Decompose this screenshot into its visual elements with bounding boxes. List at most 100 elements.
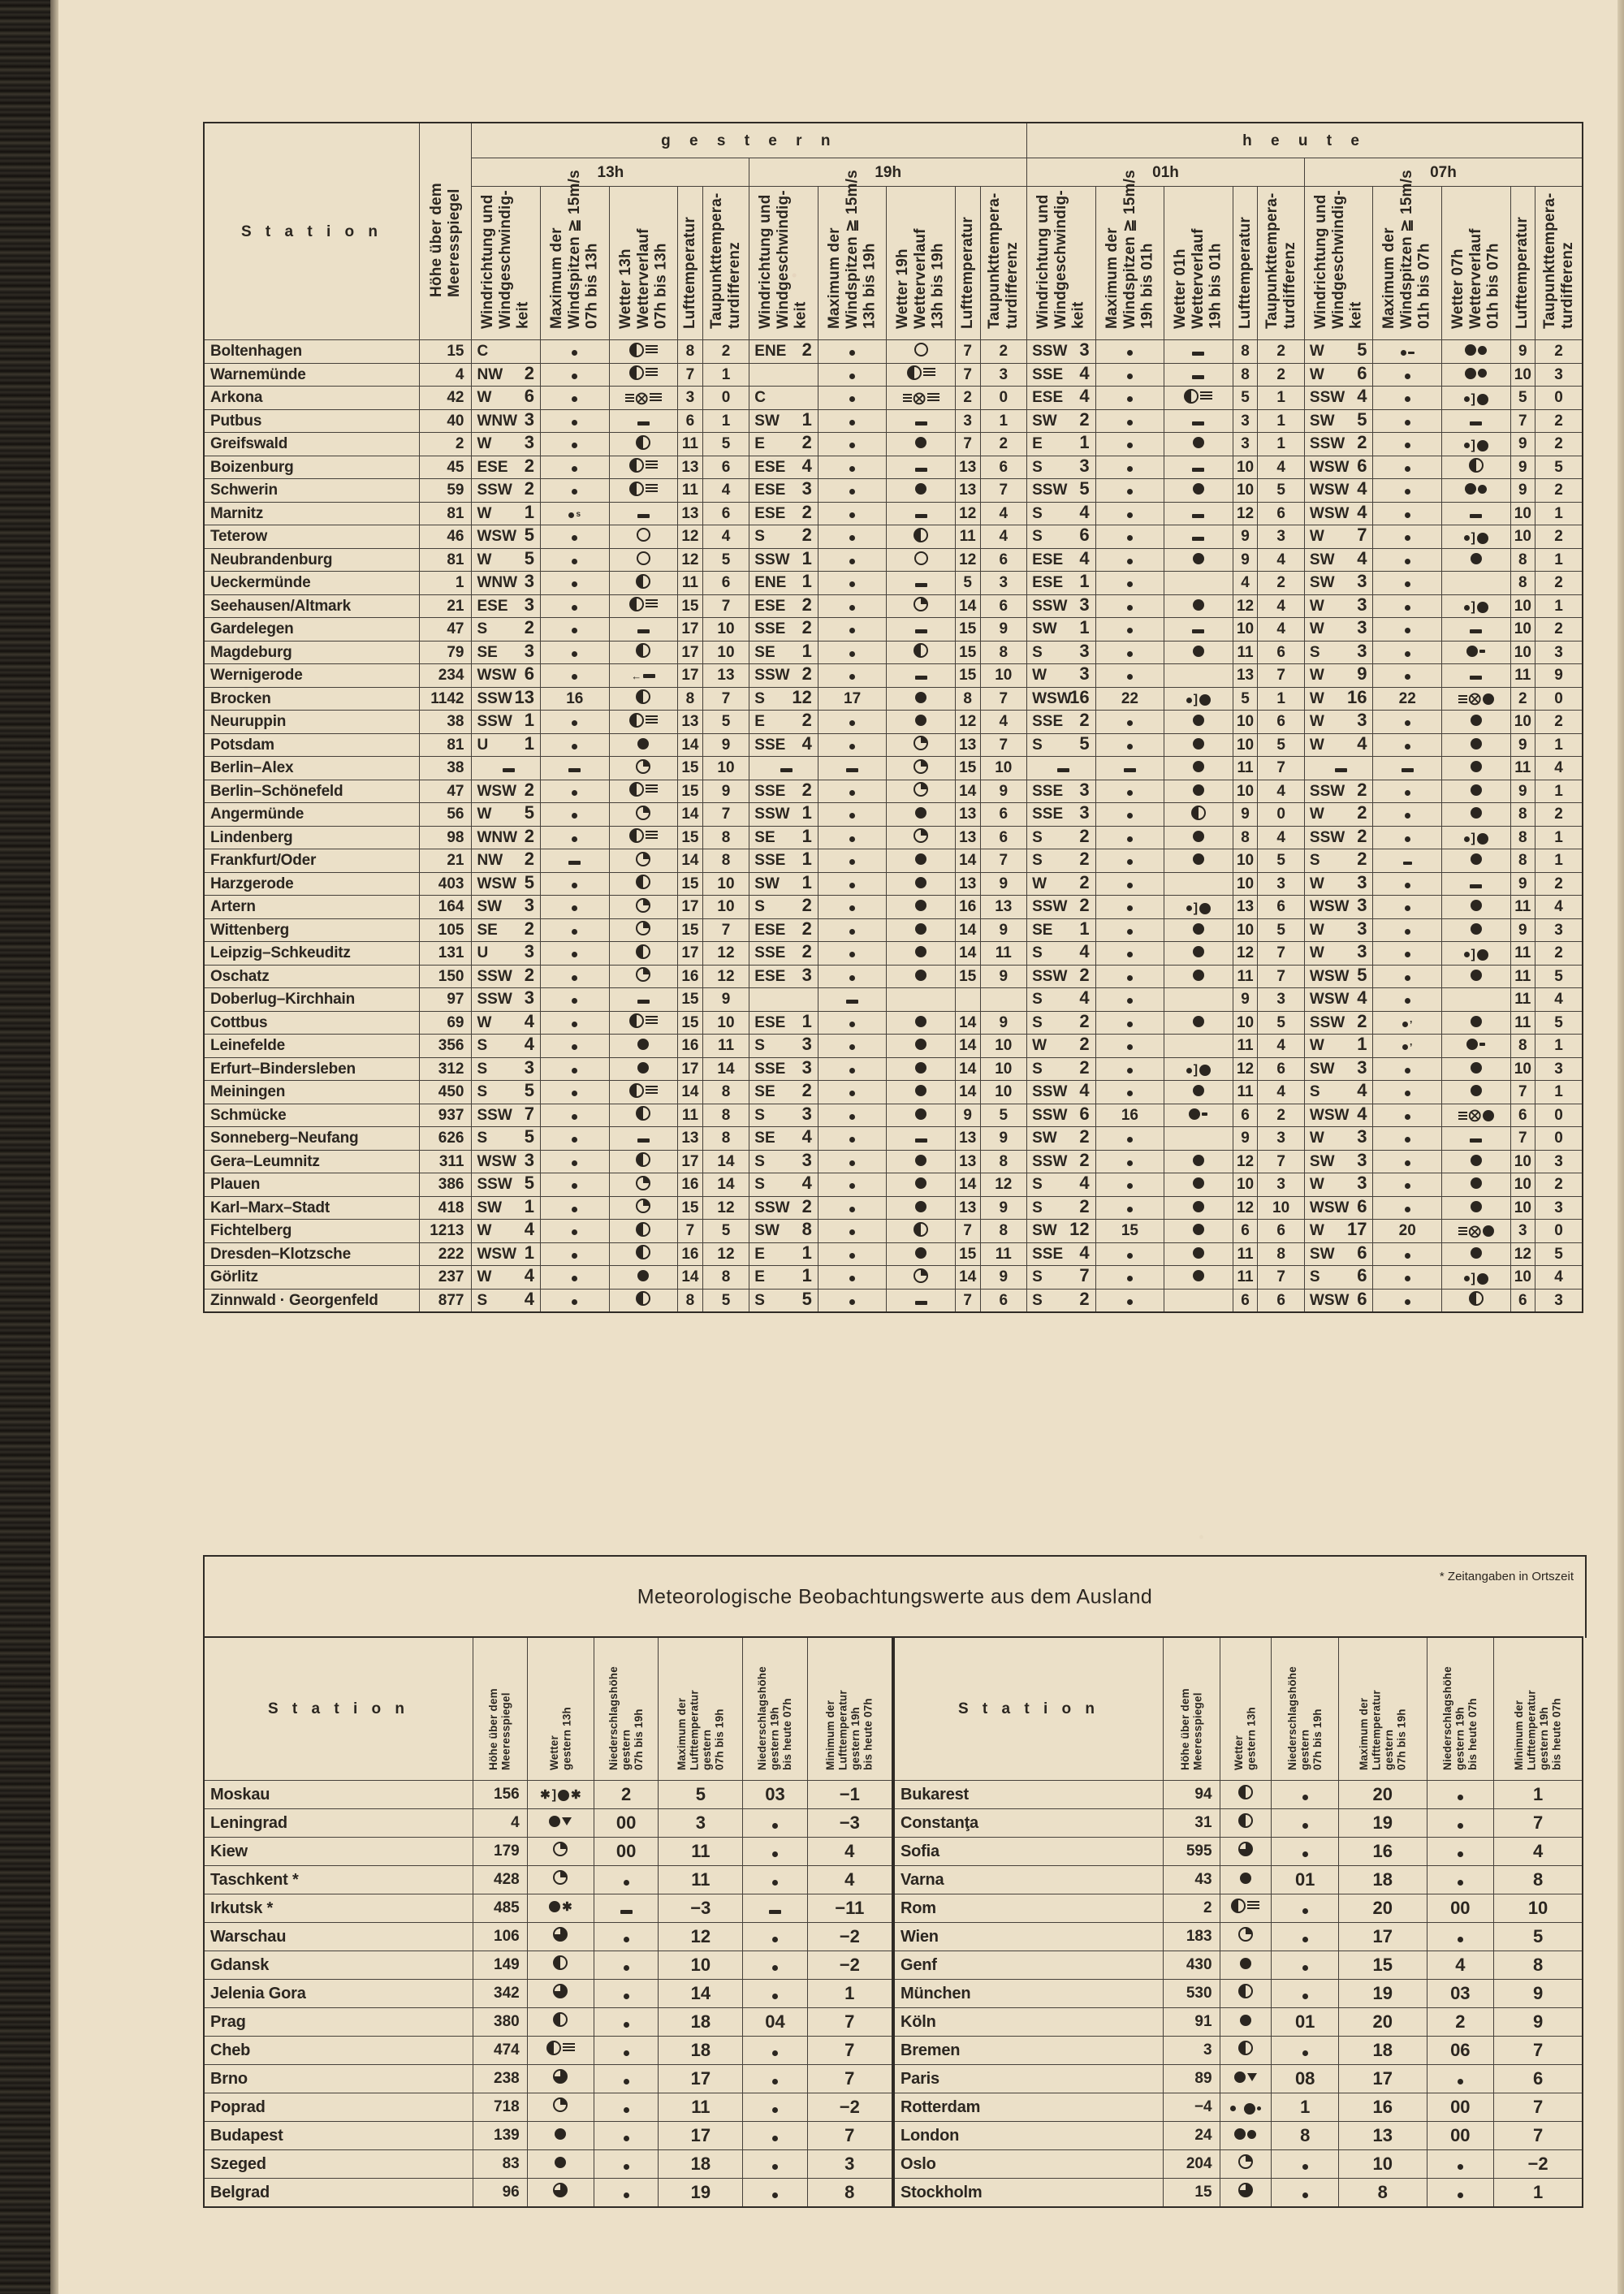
ausland-altitude: 83 <box>473 2149 528 2179</box>
wind-direction: SSE <box>754 620 786 638</box>
ausland-altitude: 96 <box>473 2178 528 2208</box>
wind-cell-d01: SSW 3 <box>1026 339 1096 364</box>
table-row: Cottbus 69 W 4 15 10 ESE 1 14 9 S 2 10 5 SSW 2’ 11 5 <box>203 1010 1583 1035</box>
weather-symbol <box>914 343 928 357</box>
ausland-altitude: 31 <box>1163 1808 1220 1838</box>
weather-symbol <box>771 2192 778 2198</box>
wind-max-d13 <box>540 640 610 664</box>
wind-direction: WNW <box>477 412 518 430</box>
weather-symbol <box>572 1021 578 1027</box>
weather-symbol <box>771 1965 778 1971</box>
station-altitude: 38 <box>418 710 473 734</box>
air-temperature-d13: 14 <box>677 732 703 757</box>
list-item: München 530 19 03 9 <box>893 1979 1583 2008</box>
dewpoint-diff-d01: 7 <box>1257 663 1305 688</box>
ausland-col-header-left-4: Niederschlagshöhe gestern 19h bis heute … <box>742 1636 808 1781</box>
weather-symbol <box>1126 512 1133 518</box>
air-temperature-d07: 9 <box>1510 871 1536 896</box>
weather-cell-d01 <box>1164 871 1233 896</box>
dewpoint-diff-d07: 3 <box>1535 1149 1583 1173</box>
wind-max-d01 <box>1095 918 1165 942</box>
weather-symbol <box>568 861 581 866</box>
wind-direction: SSE <box>754 782 786 800</box>
weather-cell-d13 <box>608 895 679 919</box>
weather-symbol <box>572 952 578 958</box>
col-header-label: Lufttemperatur <box>1514 217 1531 329</box>
ausland-station-name: Warschau <box>203 1922 473 1951</box>
dewpoint-diff-d13: 10 <box>702 1010 750 1035</box>
weather-cell-d01 <box>1164 710 1233 734</box>
wind-direction: WSW <box>1309 504 1350 522</box>
weather-symbol <box>1126 1137 1133 1143</box>
ausland-precip-day <box>1271 1808 1339 1838</box>
weather-symbol <box>914 597 929 612</box>
air-temperature-d01: 11 <box>1232 1265 1259 1290</box>
wind-speed: 1 <box>801 1242 812 1263</box>
wind-speed: 1 <box>801 871 812 892</box>
weather-symbol <box>1302 2164 1308 2170</box>
dewpoint-diff-d01: 7 <box>1257 1265 1305 1290</box>
wind-cell-d07: SSW 2 <box>1303 432 1374 456</box>
ausland-precip-day <box>1271 1780 1339 1809</box>
station-name: Wernigerode <box>203 663 420 688</box>
weather-symbol <box>1126 836 1133 842</box>
weather-symbol <box>555 2157 567 2168</box>
wind-max-d01 <box>1095 710 1165 734</box>
weather-symbol <box>1404 443 1410 449</box>
wind-cell-d13: WSW 5 <box>471 871 541 896</box>
weather-cell-d13 <box>608 1056 679 1081</box>
wind-max-d01 <box>1095 732 1165 757</box>
col-header-label: Windrichtung und Windgeschwindig- keit <box>1034 190 1087 329</box>
station-altitude: 150 <box>418 964 473 988</box>
wind-max-d19 <box>817 547 888 572</box>
wind-speed: 3 <box>524 571 534 591</box>
air-temperature-d13: 8 <box>677 686 703 711</box>
weather-symbol <box>572 813 578 819</box>
wind-cell-d01: SSE 3 <box>1026 779 1096 803</box>
wind-speed: 2 <box>1079 849 1090 869</box>
wind-direction: WSW <box>1309 967 1350 985</box>
dewpoint-diff-d13: 10 <box>702 756 750 780</box>
weather-symbol <box>849 1229 856 1236</box>
wind-max-d19 <box>817 501 888 525</box>
wind-cell-d19: ENE 2 <box>749 339 818 364</box>
ausland-temp-min: 9 <box>1493 1979 1583 2008</box>
weather-cell-d19 <box>886 594 956 618</box>
wind-speed: 6 <box>1357 1195 1367 1216</box>
weather-symbol <box>1126 1298 1133 1305</box>
wind-cell-d07 <box>1303 756 1374 780</box>
weather-cell-d07 <box>1440 478 1511 503</box>
weather-cell-d07 <box>1440 802 1511 827</box>
dewpoint-diff-d19: 12 <box>979 1173 1028 1197</box>
air-temperature-d19: 13 <box>954 455 981 479</box>
air-temperature-d07: 7 <box>1510 408 1536 433</box>
air-temperature-d01: 10 <box>1232 732 1259 757</box>
wind-max-d19 <box>817 1173 888 1197</box>
dewpoint-diff-d01: 4 <box>1257 594 1305 618</box>
list-item: Szeged 83 18 3 <box>203 2149 893 2179</box>
wind-speed: 1 <box>801 1265 812 1285</box>
weather-symbol <box>1404 558 1410 564</box>
dewpoint-diff-d07: 1 <box>1535 1080 1583 1104</box>
wind-cell-d07: SSW 2 <box>1303 779 1374 803</box>
wind-cell-d07: SSW 4 <box>1303 386 1374 410</box>
ausland-weather-symbol <box>1219 1922 1272 1951</box>
wind-direction: S <box>1032 852 1043 870</box>
weather-cell-d07 <box>1440 756 1511 780</box>
ausland-temp-max: 11 <box>658 1865 744 1894</box>
dewpoint-diff-d01: 4 <box>1257 547 1305 572</box>
air-temperature-d19: 14 <box>954 1265 981 1290</box>
weather-cell-d13 <box>608 871 679 896</box>
weather-symbol <box>1192 784 1204 796</box>
weather-cell-d19 <box>886 571 956 595</box>
ausland-col-header-label: Höhe über dem Meeresspiegel <box>1178 1687 1204 1770</box>
dewpoint-diff-d19: 4 <box>979 710 1028 734</box>
ausland-col-header-label: Höhe über dem Meeresspiegel <box>487 1687 512 1770</box>
weather-cell-d01 <box>1164 779 1233 803</box>
station-name: Leinefelde <box>203 1034 420 1058</box>
weather-symbol <box>1189 1108 1208 1120</box>
wind-max-d07 <box>1372 964 1442 988</box>
